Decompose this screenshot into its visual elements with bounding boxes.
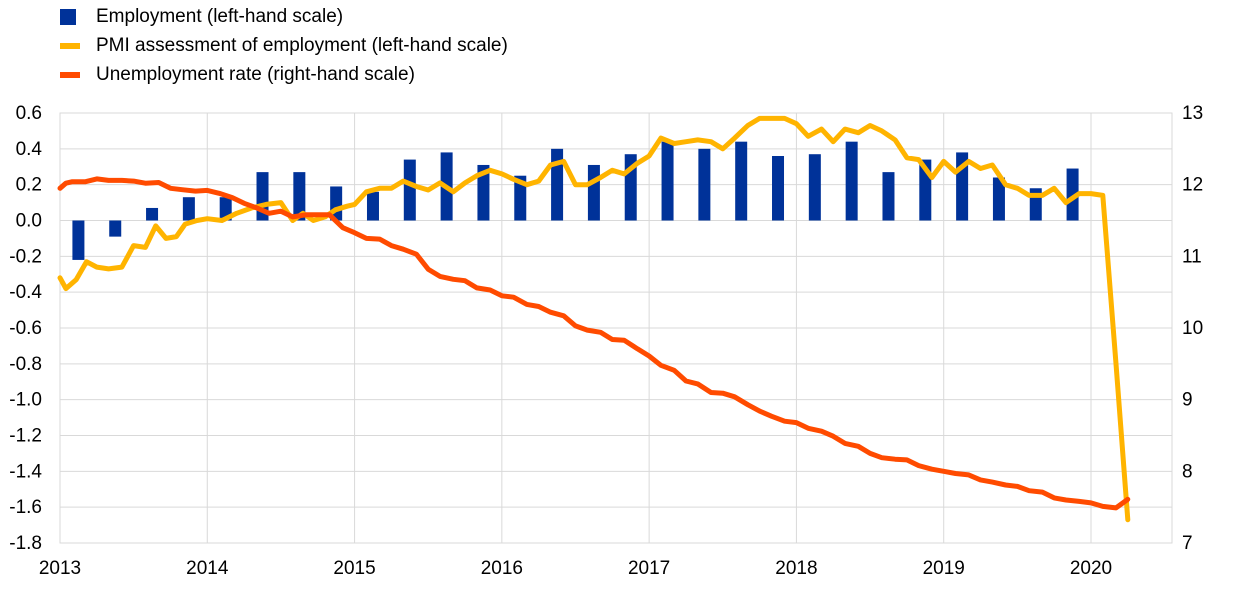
employment-bar [551, 148, 564, 221]
employment-bar [366, 191, 379, 221]
x-tick-label: 2020 [1070, 558, 1112, 579]
legend-label-unemployment: Unemployment rate (right-hand scale) [96, 63, 415, 85]
plot-frame [59, 112, 1173, 544]
employment-bar [845, 141, 858, 221]
y-left-tick-label: -0.6 [9, 318, 42, 339]
x-tick-label: 2017 [628, 558, 670, 579]
y-right-tick-label: 12 [1182, 175, 1203, 196]
x-tick-label: 2016 [481, 558, 523, 579]
legend-label-pmi: PMI assessment of employment (left-hand … [96, 34, 508, 56]
employment-bar [698, 148, 711, 221]
y-left-tick-label: -1.4 [9, 461, 42, 482]
y-right-tick-label: 9 [1182, 390, 1193, 411]
unemployment-line [57, 176, 1131, 511]
legend-label-employment: Employment (left-hand scale) [96, 5, 344, 27]
x-tick-label: 2014 [186, 558, 229, 579]
legend: Employment (left-hand scale) PMI assessm… [60, 2, 508, 89]
employment-bar [808, 154, 821, 221]
employment-bar [146, 207, 159, 221]
employment-bar [72, 220, 85, 260]
employment-bar [587, 164, 600, 221]
employment-bar [293, 172, 306, 221]
employment-bar [477, 164, 490, 221]
y-left-tick-label: -0.8 [9, 354, 42, 375]
pmi-swatch [60, 42, 80, 49]
legend-item-unemployment: Unemployment rate (right-hand scale) [60, 60, 508, 89]
employment-bar [514, 175, 527, 221]
y-left-tick-label: -1.8 [9, 533, 42, 554]
y-left-tick-label: 0.4 [16, 139, 43, 160]
employment-bar [403, 159, 416, 221]
y-right-tick-label: 10 [1182, 318, 1203, 339]
y-right-tick-label: 13 [1182, 103, 1203, 124]
y-left-tick-label: -1.6 [9, 497, 42, 518]
employment-bar [109, 220, 122, 237]
y-right-tick-label: 11 [1182, 246, 1202, 267]
x-tick-label: 2015 [333, 558, 375, 579]
y-right-tick-label: 8 [1182, 461, 1193, 482]
x-tick-label: 2019 [923, 558, 965, 579]
employment-bar [735, 141, 748, 221]
employment-bar [882, 172, 895, 221]
y-left-tick-label: -1.0 [9, 390, 42, 411]
x-tick-label: 2018 [775, 558, 817, 579]
unemployment-swatch [60, 71, 80, 78]
employment-bar [992, 177, 1005, 221]
y-left-tick-label: 0.0 [16, 211, 42, 232]
y-left-tick-label: 0.2 [16, 175, 42, 196]
employment-bar [182, 197, 195, 221]
employment-bar [1066, 168, 1079, 221]
legend-item-employment: Employment (left-hand scale) [60, 2, 508, 31]
y-left-tick-label: -0.4 [9, 282, 42, 303]
employment-bar [772, 156, 785, 221]
y-left-tick-label: -0.2 [9, 246, 42, 267]
employment-swatch [60, 8, 76, 25]
pmi-line [57, 115, 1131, 523]
y-left-tick-label: -1.2 [9, 426, 42, 447]
legend-item-pmi: PMI assessment of employment (left-hand … [60, 31, 508, 60]
y-right-tick-label: 7 [1182, 533, 1193, 554]
employment-bar [661, 141, 674, 221]
y-left-tick-label: 0.6 [16, 103, 42, 124]
x-tick-label: 2013 [39, 558, 81, 579]
